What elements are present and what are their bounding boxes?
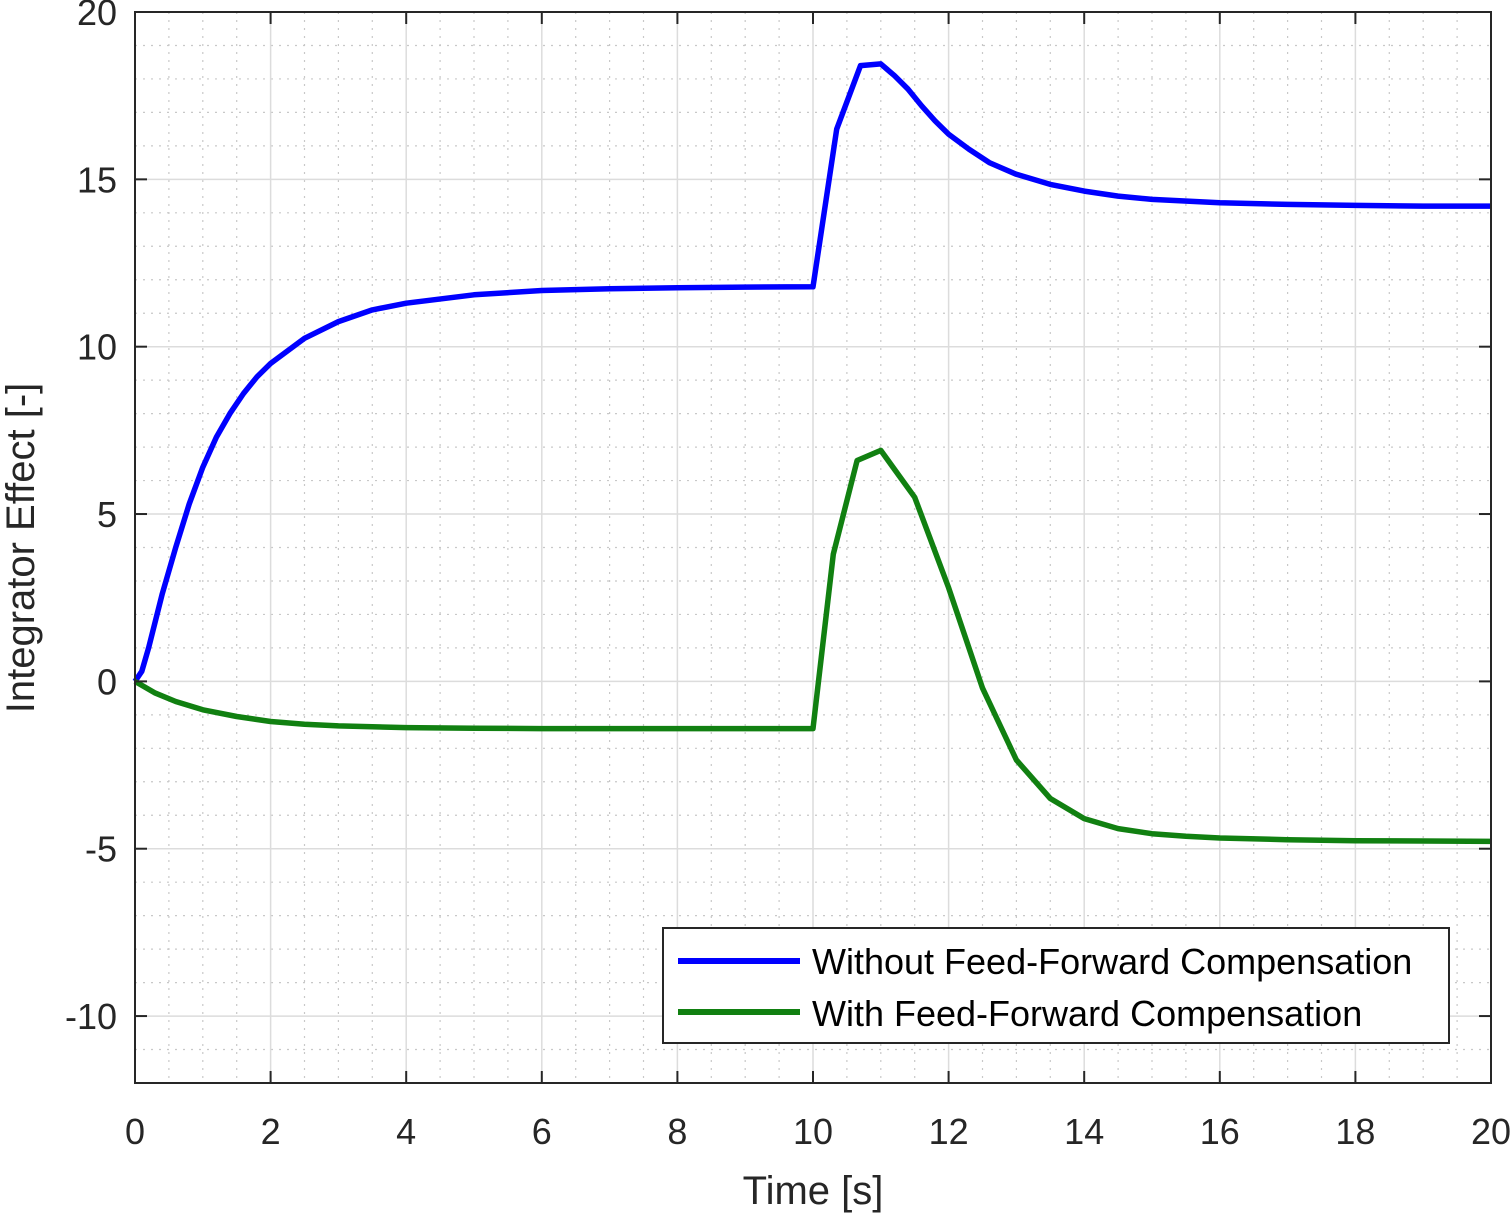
x-tick-label: 0: [125, 1111, 145, 1152]
x-tick-labels: 0 2 4 6 8 10 12 14 16 18 20: [125, 1111, 1511, 1152]
y-tick-label: 10: [77, 327, 117, 368]
x-tick-label: 14: [1064, 1111, 1104, 1152]
x-tick-label: 10: [793, 1111, 833, 1152]
legend-label-without-ff: Without Feed-Forward Compensation: [812, 941, 1412, 982]
y-tick-label: 20: [77, 0, 117, 33]
y-axis-title: Integrator Effect [-]: [0, 383, 43, 714]
series-line-0: [132, 61, 1491, 683]
x-tick-label: 20: [1471, 1111, 1511, 1152]
x-tick-label: 16: [1200, 1111, 1240, 1152]
y-tick-label: 15: [77, 159, 117, 200]
legend: Without Feed-Forward Compensation With F…: [662, 927, 1450, 1044]
tick-marks: [134, 11, 1492, 1083]
y-tick-label: -5: [85, 829, 117, 870]
series-layer: [132, 61, 1492, 845]
x-axis-title: Time [s]: [743, 1169, 884, 1213]
series-line-1: [133, 447, 1492, 845]
legend-label-with-ff: With Feed-Forward Compensation: [812, 993, 1362, 1034]
x-tick-label: 6: [532, 1111, 552, 1152]
minor-grid: [135, 12, 1491, 1084]
y-tick-label: -10: [65, 996, 117, 1037]
x-tick-label: 4: [396, 1111, 416, 1152]
x-tick-label: 8: [667, 1111, 687, 1152]
y-tick-label: 5: [97, 494, 117, 535]
y-tick-labels: -10 -5 0 5 10 15 20: [65, 0, 117, 1037]
x-tick-label: 2: [261, 1111, 281, 1152]
x-tick-label: 12: [929, 1111, 969, 1152]
x-tick-label: 18: [1335, 1111, 1375, 1152]
y-tick-label: 0: [97, 661, 117, 702]
legend-box: [662, 927, 1450, 1044]
